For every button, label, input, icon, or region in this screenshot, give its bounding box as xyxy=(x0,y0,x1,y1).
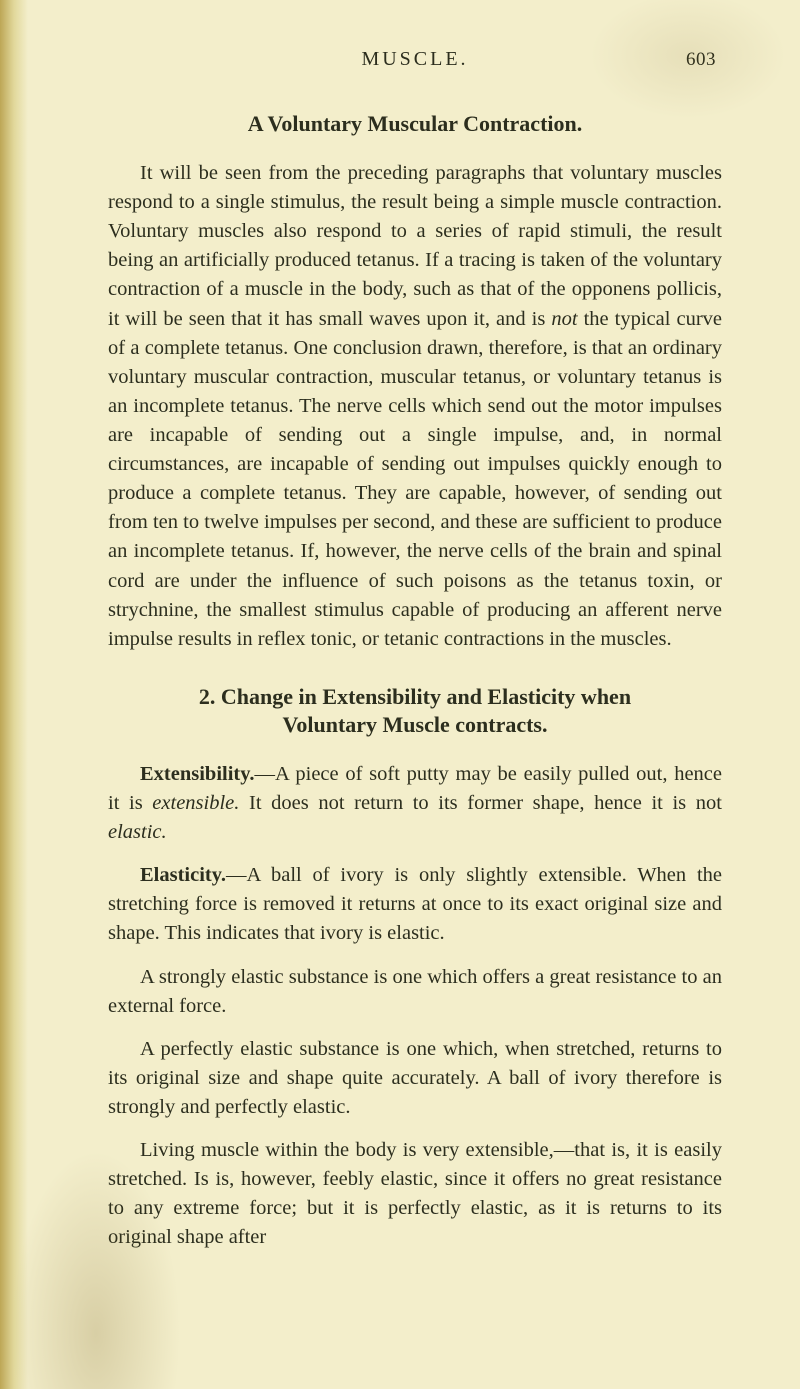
paragraph-6: Living muscle within the body is very ex… xyxy=(108,1136,722,1252)
running-title: MUSCLE. xyxy=(162,48,668,71)
book-page: MUSCLE. 603 A Voluntary Muscular Contrac… xyxy=(0,0,800,1389)
para-1-italic-not: not xyxy=(551,308,577,330)
paragraph-1: It will be seen from the preceding parag… xyxy=(108,159,722,654)
para-2-italic-extensible: extensible. xyxy=(152,792,239,814)
paragraph-elasticity: Elasticity.—A ball of ivory is only slig… xyxy=(108,861,722,948)
para-2-italic-elastic: elastic. xyxy=(108,821,167,843)
section-heading-1: A Voluntary Muscular Contraction. xyxy=(108,111,722,137)
paragraph-5: A perfectly elastic substance is one whi… xyxy=(108,1035,722,1122)
runin-extensibility: Extensibility. xyxy=(140,763,254,785)
para-2-text-b: It does not return to its former shape, … xyxy=(239,792,722,814)
paragraph-extensibility: Extensibility.—A piece of soft putty may… xyxy=(108,760,722,847)
runin-elasticity: Elasticity. xyxy=(140,864,226,886)
para-1-text-b: the typical curve of a complete tetanus.… xyxy=(108,308,722,650)
page-number: 603 xyxy=(668,49,716,71)
para-1-text-a: It will be seen from the preceding parag… xyxy=(108,162,722,330)
paragraph-4: A strongly elastic substance is one whic… xyxy=(108,963,722,1021)
section-heading-2-line1: 2. Change in Extensibility and Elasticit… xyxy=(108,684,722,710)
running-head: MUSCLE. 603 xyxy=(108,48,722,71)
section-heading-2-line2: Voluntary Muscle contracts. xyxy=(108,712,722,738)
